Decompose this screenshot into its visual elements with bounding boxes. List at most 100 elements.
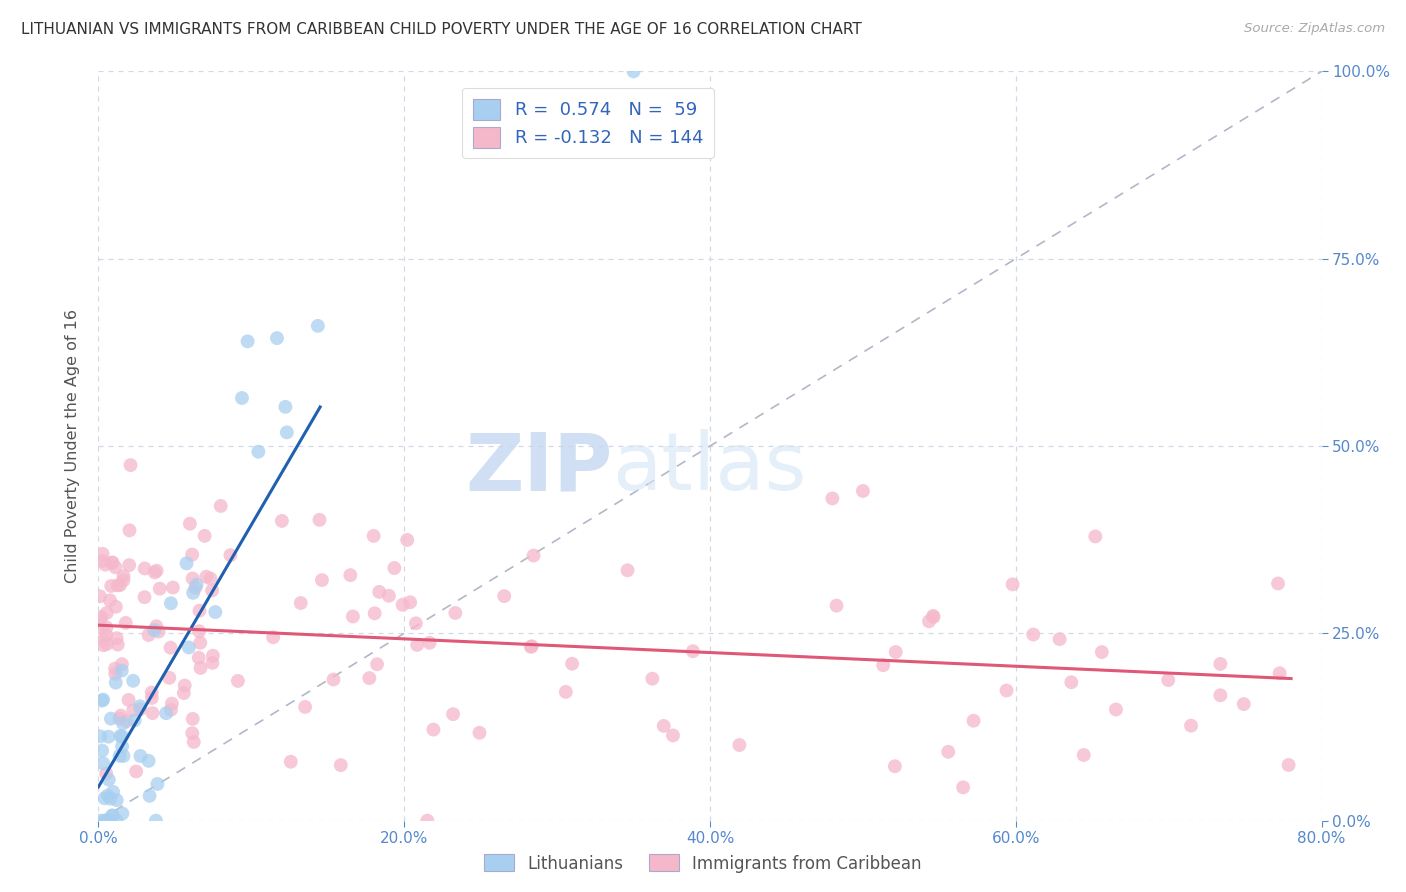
Point xyxy=(97,789,120,803)
Point xyxy=(359,671,381,685)
Text: LITHUANIAN VS IMMIGRANTS FROM CARIBBEAN CHILD POVERTY UNDER THE AGE OF 16 CORREL: LITHUANIAN VS IMMIGRANTS FROM CARIBBEAN … xyxy=(21,22,862,37)
Point xyxy=(129,702,152,716)
Point xyxy=(91,692,114,706)
Point xyxy=(918,615,941,629)
Point xyxy=(141,690,163,705)
Point xyxy=(554,685,576,699)
Point xyxy=(1049,632,1071,647)
Point xyxy=(262,630,284,644)
Point xyxy=(100,579,122,593)
Point xyxy=(1105,702,1128,716)
Point xyxy=(94,814,117,828)
Point xyxy=(93,632,115,647)
Point xyxy=(157,671,180,685)
Point xyxy=(100,712,122,726)
Point xyxy=(160,703,183,717)
Point xyxy=(89,621,111,635)
Point xyxy=(1209,657,1232,671)
Point xyxy=(1209,688,1232,702)
Point xyxy=(141,706,163,720)
Point xyxy=(91,693,114,707)
Point xyxy=(138,754,160,768)
Point xyxy=(201,656,224,670)
Point xyxy=(177,640,200,655)
Point xyxy=(821,491,844,506)
Point xyxy=(419,636,441,650)
Legend: R =  0.574   N =  59, R = -0.132   N = 144: R = 0.574 N = 59, R = -0.132 N = 144 xyxy=(463,88,714,159)
Point xyxy=(322,673,344,687)
Text: ZIP: ZIP xyxy=(465,429,612,508)
Point xyxy=(91,547,114,561)
Point xyxy=(201,583,224,598)
Point xyxy=(162,581,184,595)
Point xyxy=(89,730,111,744)
Point xyxy=(936,745,959,759)
Point xyxy=(98,814,121,828)
Point xyxy=(104,675,127,690)
Point xyxy=(852,483,875,498)
Point xyxy=(115,714,138,728)
Point xyxy=(641,672,664,686)
Point xyxy=(111,716,134,731)
Point xyxy=(187,650,209,665)
Point xyxy=(1268,666,1291,681)
Point xyxy=(97,730,120,744)
Point xyxy=(124,714,146,728)
Point xyxy=(884,645,907,659)
Point xyxy=(368,585,391,599)
Point xyxy=(188,624,211,639)
Point xyxy=(522,549,544,563)
Point xyxy=(391,598,413,612)
Point xyxy=(176,557,198,571)
Point xyxy=(97,814,120,828)
Point xyxy=(405,616,427,631)
Point xyxy=(118,524,141,538)
Point xyxy=(200,572,222,586)
Point xyxy=(101,808,124,822)
Point xyxy=(112,748,135,763)
Point xyxy=(181,726,204,740)
Point xyxy=(181,548,204,562)
Point xyxy=(118,558,141,573)
Point xyxy=(1060,675,1083,690)
Point xyxy=(962,714,984,728)
Point xyxy=(149,582,172,596)
Point xyxy=(173,679,195,693)
Point xyxy=(1267,576,1289,591)
Point xyxy=(90,610,112,624)
Point xyxy=(111,729,134,743)
Point xyxy=(111,657,134,672)
Point xyxy=(112,569,135,583)
Point xyxy=(160,697,183,711)
Point xyxy=(1157,673,1180,687)
Point xyxy=(416,814,439,828)
Point xyxy=(108,712,131,726)
Point xyxy=(186,578,208,592)
Point xyxy=(101,555,124,569)
Point xyxy=(399,595,422,609)
Point xyxy=(114,615,136,630)
Point xyxy=(143,566,166,580)
Point xyxy=(329,758,352,772)
Point xyxy=(209,499,232,513)
Point xyxy=(91,756,114,771)
Point xyxy=(662,728,685,742)
Point xyxy=(308,513,330,527)
Point xyxy=(682,644,704,658)
Point xyxy=(247,444,270,458)
Point xyxy=(105,631,128,645)
Point xyxy=(143,624,166,638)
Point xyxy=(236,334,259,349)
Point xyxy=(107,638,129,652)
Point xyxy=(141,685,163,699)
Legend: Lithuanians, Immigrants from Caribbean: Lithuanians, Immigrants from Caribbean xyxy=(478,847,928,880)
Point xyxy=(111,664,134,678)
Point xyxy=(561,657,583,671)
Point xyxy=(444,606,467,620)
Point xyxy=(422,723,444,737)
Point xyxy=(339,568,361,582)
Point xyxy=(441,707,464,722)
Text: Source: ZipAtlas.com: Source: ZipAtlas.com xyxy=(1244,22,1385,36)
Point xyxy=(96,606,118,620)
Point xyxy=(231,391,253,405)
